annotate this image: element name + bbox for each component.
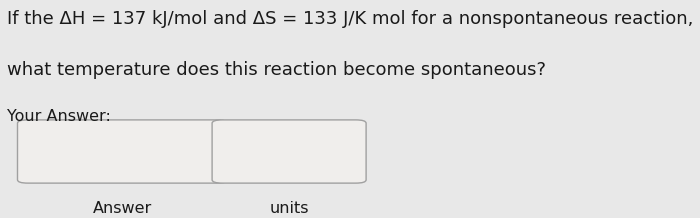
Text: Your Answer:: Your Answer:	[7, 109, 111, 124]
Text: units: units	[270, 201, 309, 216]
Text: what temperature does this reaction become spontaneous?: what temperature does this reaction beco…	[7, 61, 546, 79]
Text: Answer: Answer	[93, 201, 152, 216]
Text: If the ΔH = 137 kJ/mol and ΔS = 133 J/K mol for a nonspontaneous reaction, at: If the ΔH = 137 kJ/mol and ΔS = 133 J/K …	[7, 10, 700, 28]
FancyBboxPatch shape	[18, 120, 228, 183]
FancyBboxPatch shape	[212, 120, 366, 183]
